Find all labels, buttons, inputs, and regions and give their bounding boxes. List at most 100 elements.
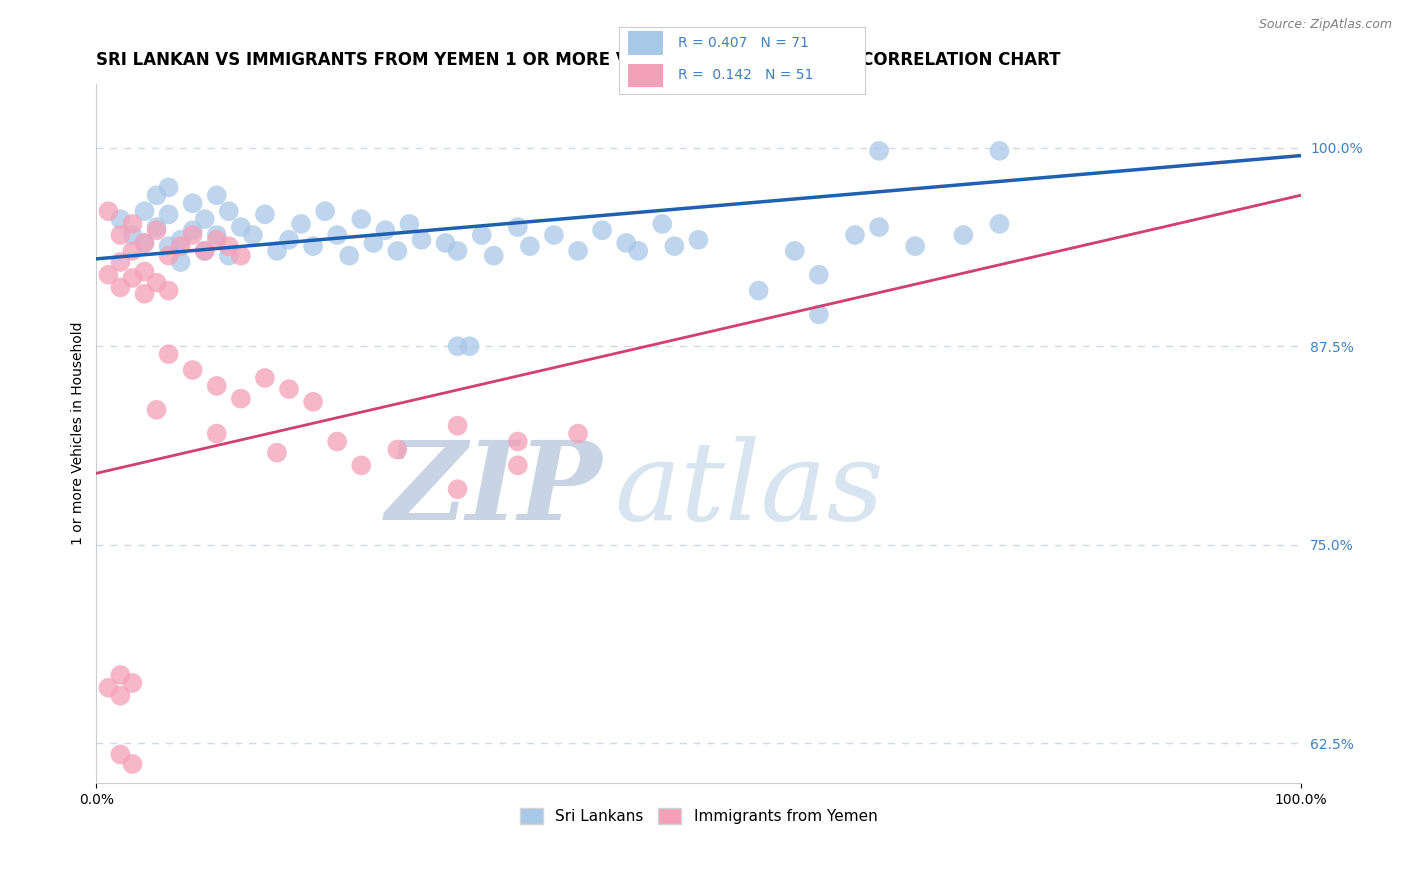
Text: ZIP: ZIP [385, 436, 602, 543]
Point [664, 239, 686, 253]
Point [567, 426, 589, 441]
Point [350, 212, 373, 227]
Point [506, 434, 529, 449]
Point [145, 223, 167, 237]
Point [97, 268, 120, 282]
Text: atlas: atlas [614, 436, 884, 543]
Point [543, 227, 565, 242]
Point [988, 217, 1011, 231]
Point [121, 676, 143, 690]
Point [266, 244, 288, 258]
Point [266, 445, 288, 459]
Point [194, 212, 217, 227]
Y-axis label: 1 or more Vehicles in Household: 1 or more Vehicles in Household [72, 322, 86, 545]
Point [121, 244, 143, 258]
Point [374, 223, 396, 237]
Point [302, 239, 325, 253]
Point [169, 233, 191, 247]
Point [145, 220, 167, 235]
Point [337, 249, 360, 263]
Point [446, 418, 468, 433]
Point [134, 264, 156, 278]
Text: R =  0.142   N = 51: R = 0.142 N = 51 [678, 68, 813, 82]
Text: Source: ZipAtlas.com: Source: ZipAtlas.com [1258, 18, 1392, 31]
Point [627, 244, 650, 258]
Point [253, 207, 276, 221]
Point [97, 681, 120, 695]
Point [110, 668, 132, 682]
Point [446, 482, 468, 496]
Point [363, 235, 385, 250]
Point [110, 212, 132, 227]
FancyBboxPatch shape [628, 63, 664, 87]
Point [205, 379, 228, 393]
Point [651, 217, 673, 231]
Point [110, 747, 132, 762]
Point [157, 180, 180, 194]
Point [110, 227, 132, 242]
Point [446, 244, 468, 258]
Point [326, 434, 349, 449]
Point [134, 235, 156, 250]
Point [411, 233, 433, 247]
Point [134, 286, 156, 301]
Point [471, 227, 494, 242]
Point [446, 339, 468, 353]
Point [205, 233, 228, 247]
Point [434, 235, 457, 250]
Point [110, 689, 132, 703]
Point [278, 233, 301, 247]
Point [121, 756, 143, 771]
Point [205, 426, 228, 441]
Point [194, 244, 217, 258]
Point [314, 204, 336, 219]
Point [807, 268, 830, 282]
Point [157, 239, 180, 253]
Point [988, 144, 1011, 158]
Point [807, 308, 830, 322]
Point [398, 217, 420, 231]
Point [157, 347, 180, 361]
Point [482, 249, 505, 263]
Point [97, 204, 120, 219]
Point [387, 442, 409, 457]
Point [194, 244, 217, 258]
Point [121, 217, 143, 231]
Point [302, 394, 325, 409]
Legend: Sri Lankans, Immigrants from Yemen: Sri Lankans, Immigrants from Yemen [520, 808, 877, 824]
Point [157, 284, 180, 298]
Point [134, 204, 156, 219]
Point [169, 255, 191, 269]
Point [506, 220, 529, 235]
Text: SRI LANKAN VS IMMIGRANTS FROM YEMEN 1 OR MORE VEHICLES IN HOUSEHOLD CORRELATION : SRI LANKAN VS IMMIGRANTS FROM YEMEN 1 OR… [97, 51, 1062, 69]
Point [519, 239, 541, 253]
Point [181, 363, 204, 377]
Point [157, 207, 180, 221]
Point [904, 239, 927, 253]
Point [350, 458, 373, 473]
Point [157, 249, 180, 263]
Point [952, 227, 974, 242]
Point [181, 223, 204, 237]
Point [134, 235, 156, 250]
Point [567, 244, 589, 258]
Point [205, 188, 228, 202]
Point [181, 196, 204, 211]
Point [614, 235, 637, 250]
Point [387, 244, 409, 258]
FancyBboxPatch shape [628, 31, 664, 55]
Point [169, 239, 191, 253]
Text: R = 0.407   N = 71: R = 0.407 N = 71 [678, 37, 808, 51]
Point [458, 339, 481, 353]
Point [242, 227, 264, 242]
Point [110, 280, 132, 294]
Point [278, 382, 301, 396]
Point [844, 227, 866, 242]
Point [506, 458, 529, 473]
Point [591, 223, 613, 237]
Point [868, 220, 890, 235]
Point [688, 233, 710, 247]
Point [218, 239, 240, 253]
Point [218, 249, 240, 263]
Point [783, 244, 806, 258]
